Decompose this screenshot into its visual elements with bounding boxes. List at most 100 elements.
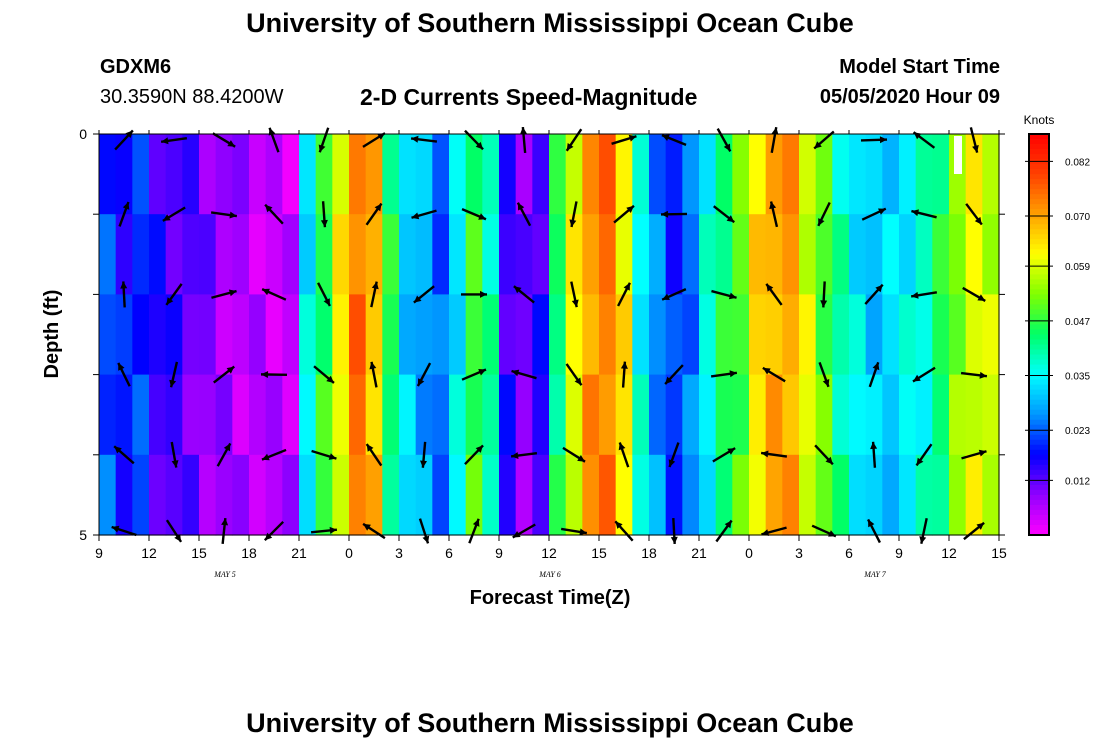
current-arrowhead (318, 144, 326, 153)
colorbar-segment (1029, 489, 1049, 496)
heatmap-cell (682, 134, 700, 215)
heatmap-cell (215, 454, 233, 536)
current-arrowhead (668, 459, 676, 467)
colorbar-segment (1029, 279, 1049, 285)
heatmap-cell (915, 294, 933, 376)
heatmap-cell (715, 134, 733, 215)
model-start-value: 05/05/2020 Hour 09 (819, 86, 1000, 108)
heatmap-cell (815, 454, 833, 536)
heatmap-cell (899, 454, 917, 536)
current-arrowhead (511, 369, 520, 377)
heatmap-cell (332, 454, 350, 536)
heatmap-cell (315, 294, 333, 376)
current-arrowhead (422, 535, 430, 544)
heatmap-cell (615, 454, 633, 536)
current-arrowhead (264, 532, 273, 541)
station-coordinates: 30.3590N 88.4200W (100, 86, 284, 108)
heatmap-cell (949, 214, 967, 295)
heatmap-cell (882, 214, 900, 295)
colorbar-segment (1029, 254, 1049, 260)
heatmap-cell (449, 134, 467, 215)
page-title-bottom: University of Southern Mississippi Ocean… (246, 708, 854, 738)
heatmap-cell (382, 374, 400, 456)
heatmap-cell (715, 294, 733, 376)
current-arrowhead (323, 298, 330, 306)
heatmap-cell (415, 294, 433, 376)
heatmap-cell (799, 134, 817, 215)
heatmap-cell (515, 214, 533, 295)
colorbar-segment (1029, 314, 1049, 321)
colorbar-segment (1029, 234, 1049, 240)
colorbar-segment (1029, 229, 1049, 235)
current-arrowhead (919, 536, 927, 544)
current-arrowhead (366, 444, 374, 452)
heatmap-cell (215, 374, 233, 456)
heatmap-cell (165, 214, 183, 295)
heatmap-cell (182, 374, 200, 456)
heatmap-cell (665, 374, 683, 456)
colorbar-segment (1029, 299, 1049, 306)
heatmap-cell (115, 374, 133, 456)
colorbar-segment (1029, 179, 1049, 185)
colorbar-segment (1029, 399, 1049, 406)
heatmap-cell (199, 134, 217, 215)
heatmap-cell (249, 214, 267, 295)
colorbar-segment (1029, 514, 1049, 521)
current-arrowhead (761, 529, 770, 536)
current-arrowhead (670, 536, 678, 544)
heatmap-cell (482, 454, 500, 536)
heatmap-cell (749, 214, 767, 295)
colorbar-segment (1029, 319, 1049, 326)
colorbar-segment (1029, 239, 1049, 245)
current-arrowhead (820, 300, 828, 308)
x-tick-label: 6 (845, 545, 853, 561)
colorbar-segment (1029, 444, 1049, 451)
heatmap-cell (382, 454, 400, 536)
heatmap-cell (765, 374, 783, 456)
heatmap-cell (782, 374, 800, 456)
colorbar-tick-label: 0.035 (1065, 372, 1090, 383)
current-arrowhead (577, 455, 585, 462)
heatmap-cell (299, 374, 317, 456)
heatmap-cell (615, 374, 633, 456)
heatmap-cell (149, 294, 167, 376)
heatmap-cell (732, 214, 750, 295)
current-arrowhead (566, 143, 574, 151)
current-arrowhead (513, 286, 522, 294)
heatmap-cell (165, 454, 183, 536)
heatmap-cell (399, 134, 417, 215)
heatmap-cell (532, 294, 550, 376)
current-arrowhead (872, 362, 880, 371)
heatmap-cell (665, 134, 683, 215)
heatmap-cell (899, 214, 917, 295)
current-arrowhead (420, 460, 427, 468)
current-arrowhead (221, 518, 229, 526)
heatmap-cell (249, 374, 267, 456)
date-label: MAY 7 (863, 570, 887, 579)
heatmap-cell (549, 214, 567, 295)
current-arrowhead (478, 369, 486, 376)
colorbar-segment (1029, 474, 1049, 481)
current-arrowhead (227, 140, 236, 147)
heatmap-cell (382, 134, 400, 215)
heatmap-cell (865, 294, 883, 376)
x-tick-label: 21 (291, 545, 307, 561)
colorbar-segment (1029, 504, 1049, 511)
heatmap-cell (582, 294, 600, 376)
current-arrowhead (320, 219, 328, 228)
heatmap-cell (599, 294, 617, 376)
heatmap-cell (549, 374, 567, 456)
current-arrowhead (363, 523, 371, 531)
heatmap-cell (232, 374, 250, 456)
heatmap-cell (315, 374, 333, 456)
colorbar-tick-label: 0.023 (1065, 426, 1090, 437)
heatmap-cell (299, 454, 317, 536)
heatmap-cell (99, 454, 117, 536)
heatmap-cell (832, 294, 850, 376)
colorbar-tick-label: 0.012 (1065, 476, 1090, 487)
colorbar-segment (1029, 189, 1049, 195)
date-label: MAY 6 (538, 570, 561, 579)
heatmap-cell (915, 214, 933, 295)
current-arrowhead (223, 443, 231, 452)
heatmap-cell (132, 374, 150, 456)
